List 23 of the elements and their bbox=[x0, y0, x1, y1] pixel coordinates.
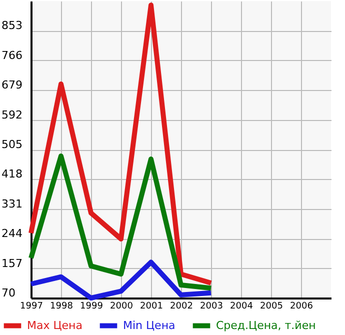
y-tick-label: 244 bbox=[2, 227, 22, 240]
x-tick-label: 2005 bbox=[260, 302, 283, 312]
x-tick-label: 1997 bbox=[20, 302, 43, 312]
legend-label: Сред.Цена, т.йен bbox=[216, 318, 316, 332]
y-tick-label: 592 bbox=[2, 108, 22, 122]
y-tick-label: 331 bbox=[2, 197, 22, 210]
x-tick-label: 1998 bbox=[50, 302, 74, 312]
x-tick-label: 1999 bbox=[80, 302, 104, 312]
x-tick-label: 2000 bbox=[110, 302, 134, 312]
x-tick-label: 2006 bbox=[290, 302, 314, 312]
y-tick-label: 505 bbox=[2, 138, 22, 151]
x-tick-label: 2004 bbox=[230, 302, 254, 312]
y-tick-label: 157 bbox=[2, 256, 22, 270]
x-tick-label: 2001 bbox=[140, 302, 163, 312]
x-tick-label: 2003 bbox=[200, 302, 223, 312]
x-tick-label: 2002 bbox=[170, 302, 193, 312]
y-tick-label: 853 bbox=[2, 19, 22, 32]
y-tick-label: 70 bbox=[2, 286, 16, 300]
y-tick-label: 766 bbox=[2, 48, 22, 62]
y-tick-label: 418 bbox=[2, 168, 22, 181]
legend-label: Min Цена bbox=[123, 318, 176, 332]
y-tick-label: 679 bbox=[2, 78, 22, 92]
legend-label: Max Цена bbox=[27, 318, 82, 332]
